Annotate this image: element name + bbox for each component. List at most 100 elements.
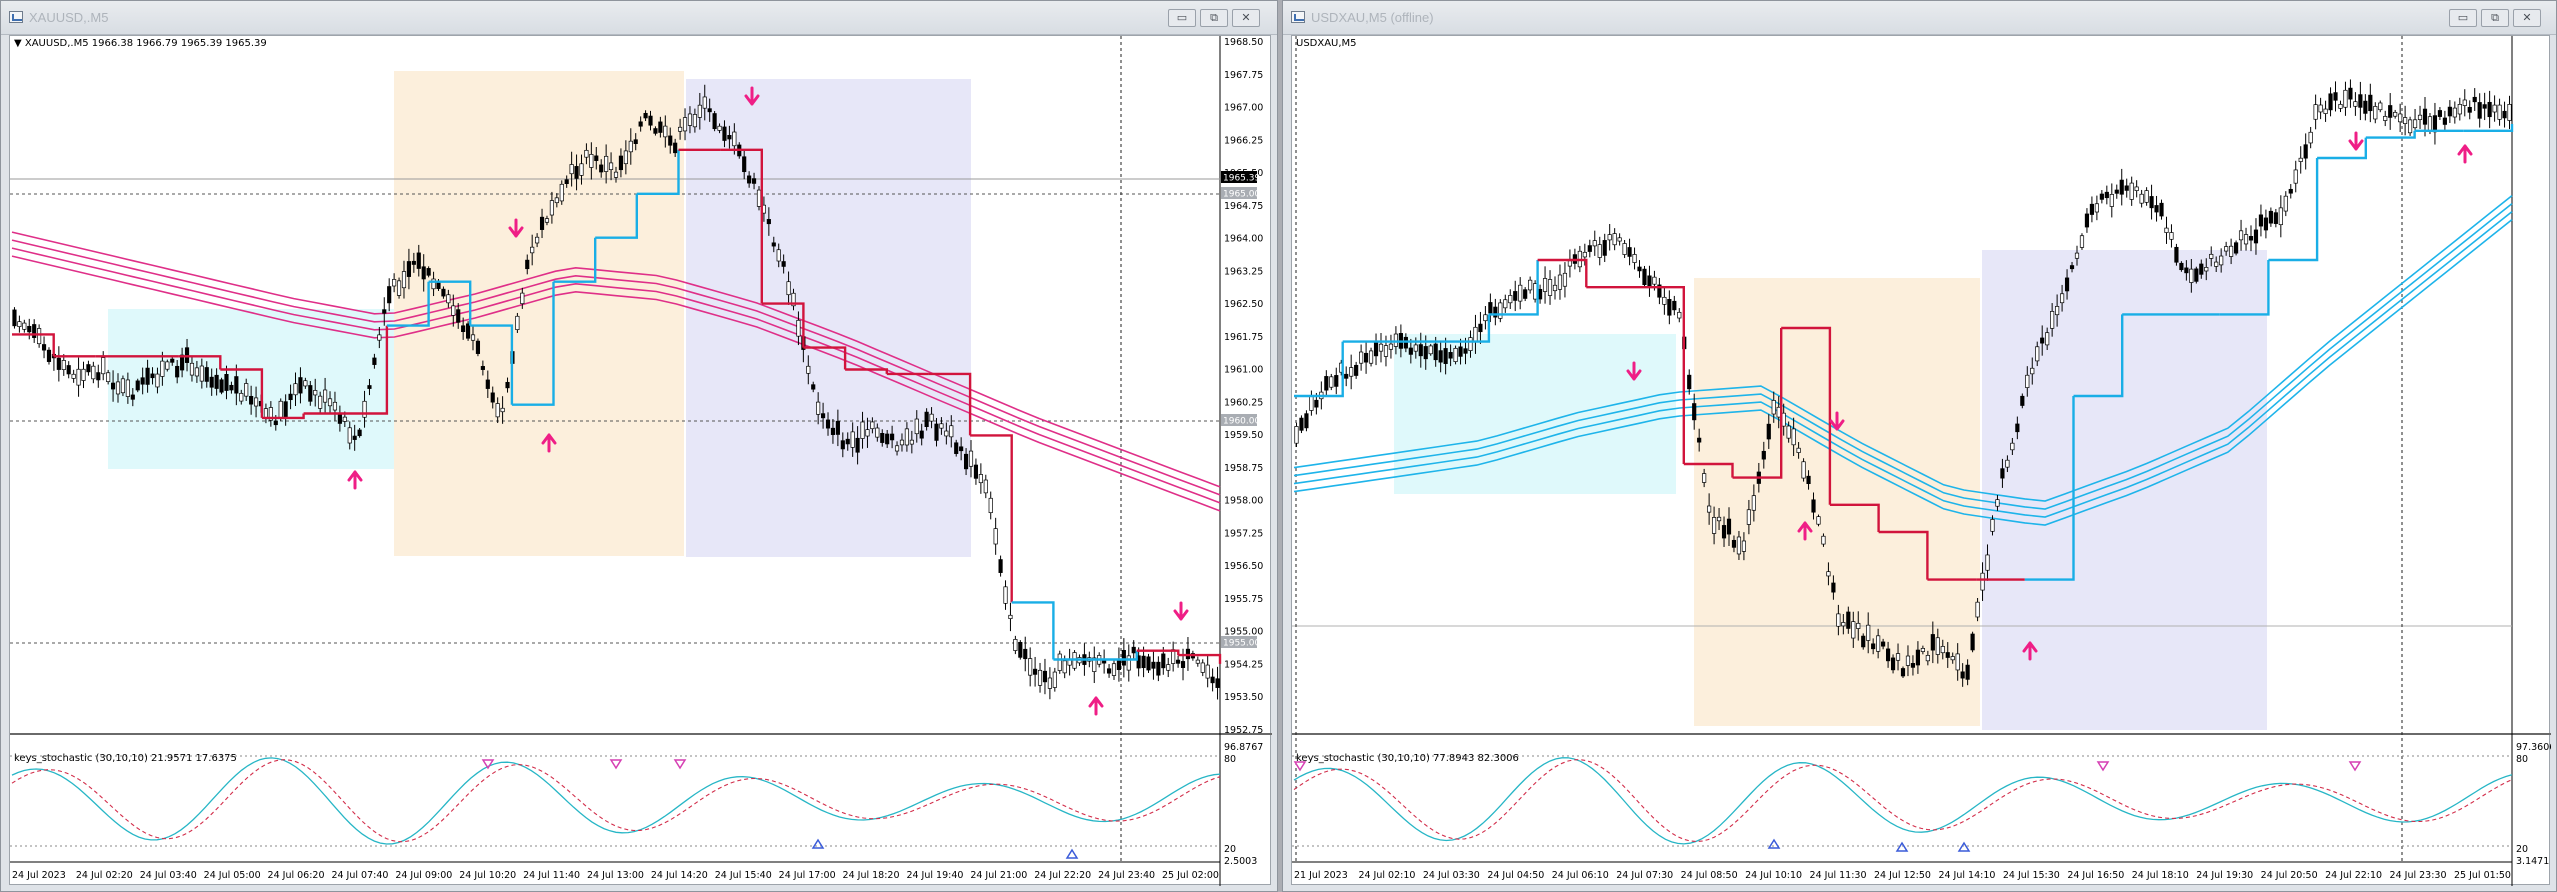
candle — [993, 528, 998, 545]
candle — [1215, 678, 1220, 688]
chart-canvas[interactable]: 1968.501967.751967.001966.251965.501964.… — [9, 35, 1272, 886]
close-button[interactable]: ✕ — [2513, 9, 2541, 27]
trailing-stop-line — [1440, 314, 1491, 343]
candle — [613, 171, 619, 178]
time-tick-label: 24 Jul 15:40 — [715, 870, 772, 881]
candle — [1950, 656, 1955, 661]
price-label-badge — [1221, 187, 1257, 199]
candle — [604, 155, 609, 172]
price-tick-label: 1964.00 — [1224, 234, 1263, 245]
trailing-stop-line — [2219, 260, 2270, 316]
price-label-badge — [1221, 636, 1257, 648]
candle — [140, 377, 145, 385]
candle — [155, 373, 160, 388]
close-button[interactable]: ✕ — [1232, 9, 1260, 27]
candle — [860, 421, 865, 439]
window-title: XAUUSD,.M5 — [29, 10, 109, 25]
candle — [387, 286, 392, 304]
candle — [1542, 278, 1548, 292]
candle — [253, 397, 259, 407]
candle — [2134, 186, 2139, 191]
candle — [2199, 263, 2204, 275]
window-titlebar[interactable]: USDXAU,M5 (offline) ▭ ⧉ ✕ — [1283, 1, 2556, 35]
trailing-stop-line — [2268, 158, 2319, 262]
candle — [332, 401, 338, 411]
trailing-stop-line — [470, 324, 514, 405]
restore-button[interactable]: ⧉ — [1200, 9, 1228, 27]
candle — [165, 361, 170, 370]
candle — [1518, 284, 1523, 302]
chart-window-xauusd[interactable]: XAUUSD,.M5 ▭ ⧉ ✕ 1968.50 1967.75 1967.00 19… — [0, 0, 1278, 892]
trailing-stop-line — [1537, 258, 1588, 288]
candle — [988, 497, 993, 514]
candle — [1057, 653, 1062, 671]
candle — [791, 292, 796, 307]
restore-button[interactable]: ⧉ — [2481, 9, 2509, 27]
candle — [495, 403, 500, 418]
time-tick-label: 24 Jul 18:20 — [843, 870, 900, 881]
candle — [1383, 345, 1389, 357]
candle — [811, 384, 816, 390]
time-tick-label: 24 Jul 14:20 — [651, 870, 708, 881]
candle — [431, 278, 436, 290]
price-chart-usdxau[interactable]: 97.360680 203.1471 21 Jul 2023 24 Jul 02:10… — [1292, 36, 2551, 886]
candle — [2457, 103, 2462, 115]
candle — [1473, 326, 1478, 342]
candle — [2124, 185, 2129, 191]
window-titlebar[interactable]: XAUUSD,.M5 ▭ ⧉ ✕ — [1, 1, 1277, 35]
candle — [983, 479, 988, 494]
candle — [1736, 536, 1742, 555]
candle — [2114, 189, 2119, 194]
chart-window-usdxau[interactable]: USDXAU,M5 (offline) ▭ ⧉ ✕ 97.360680 203.1… — [1282, 0, 2557, 892]
trailing-stop-line — [386, 281, 430, 327]
indicator-tick-label: 3.1471 — [2516, 856, 2549, 867]
candle — [2204, 267, 2209, 272]
candle — [362, 400, 367, 418]
stoch-up-arrow-icon — [811, 838, 825, 849]
candle — [781, 261, 786, 267]
time-tick-label: 24 Jul 03:40 — [140, 870, 197, 881]
time-tick-label: 24 Jul 19:40 — [906, 870, 963, 881]
sell-arrow-icon — [744, 86, 760, 106]
minimize-button[interactable]: ▭ — [1168, 9, 1196, 27]
time-tick-label: 24 Jul 07:40 — [331, 870, 388, 881]
candle — [1309, 395, 1314, 411]
price-tick-label: 1960.25 — [1224, 397, 1263, 408]
candle — [2467, 106, 2472, 113]
candle — [569, 164, 574, 175]
candle — [2283, 195, 2288, 212]
time-tick-label: 24 Jul 05:00 — [204, 870, 261, 881]
candle — [1433, 343, 1438, 361]
candle — [875, 427, 880, 438]
candle — [2005, 459, 2010, 468]
candle — [2109, 194, 2114, 207]
candle — [1915, 649, 1921, 666]
candle — [2089, 203, 2095, 215]
candle — [1037, 669, 1043, 686]
candle — [1811, 499, 1816, 513]
candle — [1508, 295, 1513, 304]
candle — [894, 445, 900, 452]
candle — [978, 474, 983, 484]
indicator-tick-label: 97.3606 — [2516, 742, 2551, 753]
candle — [2338, 103, 2343, 109]
candle — [1652, 276, 1657, 285]
minimize-button[interactable]: ▭ — [2449, 9, 2477, 27]
candle — [347, 427, 352, 444]
candle — [1771, 400, 1776, 415]
window-title: USDXAU,M5 (offline) — [1311, 10, 1434, 25]
stoch-down-arrow-icon — [673, 759, 687, 770]
candle — [1062, 660, 1067, 674]
candle — [86, 364, 91, 373]
candle — [1329, 376, 1334, 388]
price-chart-xauusd[interactable]: 1968.501967.751967.001966.251965.501964.… — [10, 36, 1272, 886]
chart-canvas[interactable]: 97.360680 203.1471 21 Jul 2023 24 Jul 02:10… — [1291, 35, 2551, 886]
candle — [1523, 289, 1528, 299]
candle — [643, 112, 648, 119]
candle — [1359, 351, 1364, 364]
price-tick-label: 1953.50 — [1224, 692, 1263, 703]
candle — [1945, 652, 1950, 658]
price-tick-label: 1952.75 — [1224, 725, 1263, 736]
candle — [525, 259, 530, 270]
candle — [2368, 94, 2373, 112]
